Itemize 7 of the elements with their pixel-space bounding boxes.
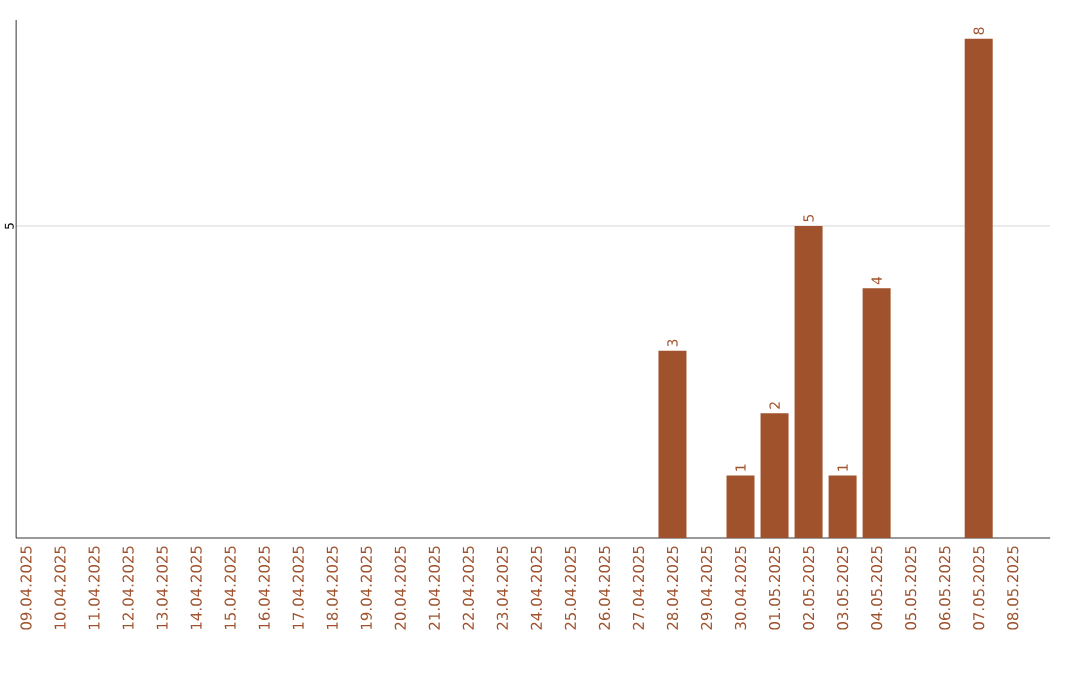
bar bbox=[828, 475, 857, 538]
bar bbox=[862, 288, 891, 538]
bar bbox=[658, 350, 687, 538]
bar bbox=[794, 225, 823, 538]
bar bbox=[726, 475, 755, 538]
bar bbox=[760, 413, 789, 538]
bar bbox=[964, 38, 993, 538]
